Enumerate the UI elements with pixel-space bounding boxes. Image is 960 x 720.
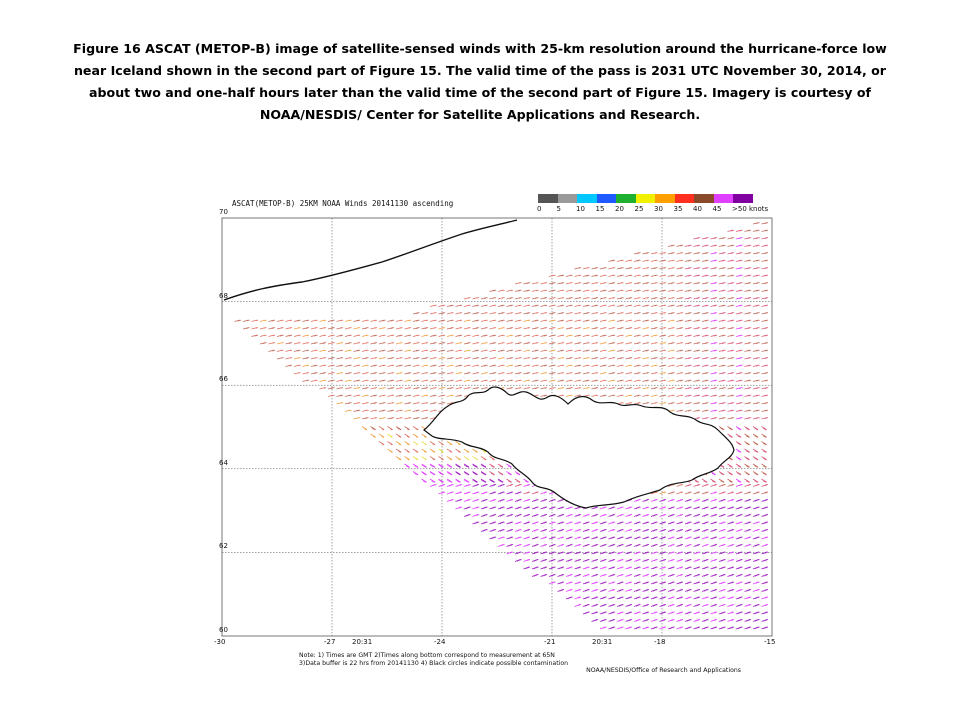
colorbar-swatch <box>557 194 577 203</box>
colorbar-label: 5 <box>556 205 561 213</box>
latitude-tick-label: 70 <box>219 208 228 216</box>
caption-line: near Iceland shown in the second part of… <box>73 63 887 78</box>
wind-speed-colorbar: 0 5 10 15 20 25 30 35 40 45 >50 knots <box>537 194 769 216</box>
colorbar-swatch <box>635 194 655 203</box>
colorbar-labels: 0 5 10 15 20 25 30 35 40 45 >50 knots <box>537 205 769 215</box>
colorbar-label: 35 <box>673 205 683 213</box>
colorbar-swatch <box>655 194 675 203</box>
note-line: 3)Data buffer is 22 hrs from 20141130 4)… <box>299 659 569 667</box>
longitude-tick-label: -30 <box>214 638 226 646</box>
longitude-tick-label: -15 <box>764 638 776 646</box>
map-notes: Note: 1) Times are GMT 2)Times along bot… <box>299 652 769 675</box>
pass-time-label: 20:31 <box>352 638 373 646</box>
note-line: Note: 1) Times are GMT 2)Times along bot… <box>299 652 555 659</box>
caption-line: Figure 16 ASCAT (METOP-B) image of satel… <box>73 41 887 56</box>
colorbar-swatch <box>616 194 636 203</box>
wind-barb-group <box>455 463 769 630</box>
longitude-tick-label: -24 <box>434 638 446 646</box>
colorbar-swatch <box>577 194 597 203</box>
longitude-tick-label: -27 <box>324 638 336 646</box>
pass-time-label: 20:31 <box>592 638 613 646</box>
colorbar-swatch <box>694 194 714 203</box>
caption-line: NOAA/NESDIS/ Center for Satellite Applic… <box>259 107 701 122</box>
wind-map <box>221 217 773 637</box>
latitude-tick-label: 62 <box>219 542 228 551</box>
map-title: ASCAT(METOP-B) 25KM NOAA Winds 20141130 … <box>232 199 454 208</box>
colorbar-label: 15 <box>595 205 605 213</box>
colorbar-swatch <box>733 194 753 203</box>
latitude-tick-label: 68 <box>219 291 228 300</box>
latitude-tick-label: 60 <box>219 626 228 634</box>
latitude-tick-label: 66 <box>219 375 228 384</box>
longitude-tick-label: -21 <box>544 638 556 646</box>
wind-map-figure: ASCAT(METOP-B) 25KM NOAA Winds 20141130 … <box>212 190 780 705</box>
colorbar-label: 45 <box>712 205 722 213</box>
wind-barb-group <box>234 222 769 495</box>
colorbar-swatch <box>713 194 733 203</box>
figure-caption: Figure 16 ASCAT (METOP-B) image of satel… <box>60 38 900 126</box>
wind-barb-group <box>404 237 769 630</box>
longitude-tick-label: -18 <box>654 638 666 646</box>
colorbar-swatches <box>538 194 753 203</box>
latitude-tick-label: 64 <box>219 458 228 467</box>
colorbar-swatch <box>596 194 616 203</box>
iceland-outline <box>423 386 735 509</box>
colorbar-swatch <box>538 194 558 203</box>
greenland-coastline <box>223 219 518 301</box>
colorbar-label: 20 <box>615 205 624 213</box>
note-credit: NOAA/NESDIS/Office of Research and Appli… <box>586 667 741 674</box>
colorbar-label: 0 <box>537 205 542 213</box>
caption-line: about two and one-half hours later than … <box>89 85 871 100</box>
colorbar-label: 40 <box>693 205 702 213</box>
colorbar-label: >50 knots <box>732 205 769 213</box>
colorbar-label: 10 <box>576 205 585 213</box>
colorbar-label: 30 <box>654 205 663 213</box>
colorbar-swatch <box>674 194 694 203</box>
colorbar-label: 25 <box>634 205 644 213</box>
